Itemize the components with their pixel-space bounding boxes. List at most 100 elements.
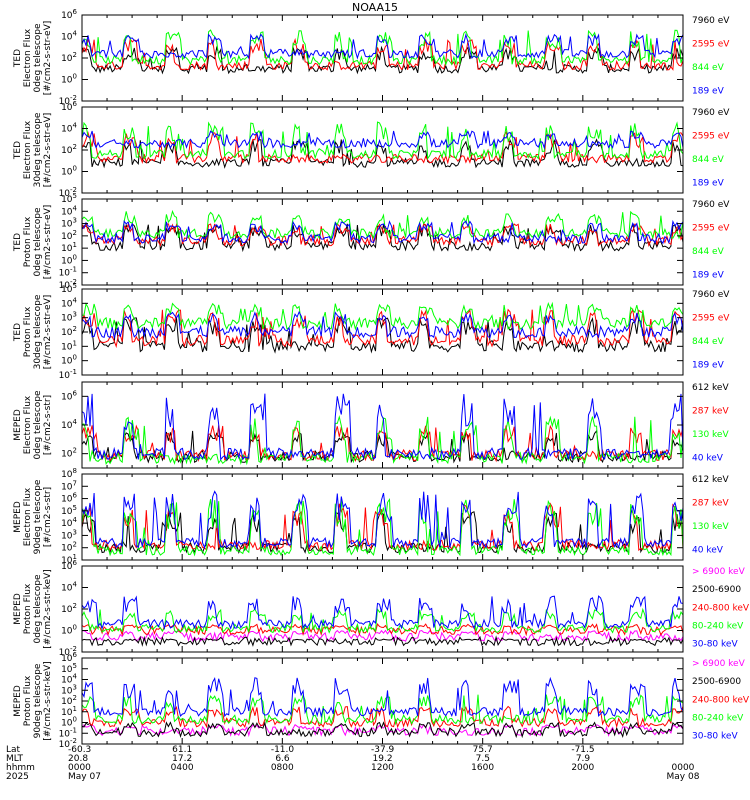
- legend-entry: > 6900 keV: [692, 659, 746, 669]
- y-axis-label-line: Electron Flux: [23, 120, 33, 179]
- y-tick-label: 10-2: [59, 94, 77, 107]
- legend-entry: 2595 eV: [692, 132, 730, 142]
- series-line-3: [81, 301, 684, 331]
- y-axis-label-line: TED: [13, 141, 23, 160]
- y-tick-label: 102: [61, 541, 77, 554]
- footer-row-label: hhmm: [6, 763, 35, 773]
- y-axis-label-line: TED: [13, 49, 23, 68]
- panel-1: 10-2 100 102 104 106 TED Electron Flux 0deg tel…: [13, 8, 730, 107]
- footer-value: 1600: [471, 763, 495, 773]
- y-axis-label-line: 30deg telescope: [33, 294, 43, 369]
- y-tick-label: 106: [61, 389, 77, 402]
- series-line-3: [81, 414, 684, 466]
- y-axis-label-line: Proton Flux: [23, 216, 33, 267]
- legend-entry: 40 keV: [692, 454, 724, 464]
- legend-entry: 80-240 keV: [692, 714, 744, 724]
- footer-row-label: Lat: [6, 745, 21, 755]
- footer-value: 1200: [371, 763, 394, 773]
- series-line-3: [81, 121, 684, 161]
- y-axis-label-line: 90deg telescope: [33, 479, 43, 554]
- y-axis-label-line: [#/cm2-s-str-keV]: [43, 569, 53, 648]
- y-tick-label: 106: [61, 651, 77, 664]
- y-axis-label-line: MEPED: [13, 501, 23, 533]
- y-axis-label-line: Proton Flux: [23, 306, 33, 357]
- y-axis-label-line: [#/cm2-s-str-eV]: [43, 113, 53, 188]
- series-line-1: [81, 223, 684, 253]
- y-tick-label: 100: [61, 354, 77, 367]
- y-axis-label-line: MEPED: [13, 409, 23, 441]
- y-tick-label: 105: [61, 192, 77, 205]
- series-line-4: [81, 693, 684, 726]
- y-tick-label: 104: [61, 122, 77, 135]
- y-axis-label-line: 0deg telescope: [33, 574, 43, 644]
- y-tick-label: 104: [61, 516, 77, 529]
- y-tick-label: 101: [61, 339, 77, 352]
- series-line-1: [81, 629, 684, 643]
- y-tick-label: 102: [61, 229, 77, 242]
- legend-entry: 240-800 keV: [692, 695, 750, 705]
- legend-entry: 287 keV: [692, 499, 729, 509]
- y-tick-label: 10-2: [59, 645, 77, 658]
- y-axis-label-line: Electron Flux: [23, 487, 33, 546]
- y-tick-label: 106: [61, 100, 77, 113]
- legend-entry: 2500-6900: [692, 677, 741, 687]
- y-axis-label-line: [#/cm2-s-str]: [43, 395, 53, 455]
- series-line-2: [81, 635, 684, 647]
- y-axis-label-line: Proton Flux: [23, 583, 33, 634]
- y-axis-label-line: Electron Flux: [23, 395, 33, 454]
- y-tick-label: 101: [61, 553, 77, 566]
- series-line-2: [81, 720, 684, 739]
- y-axis-label-line: Electron Flux: [23, 28, 33, 87]
- y-tick-label: 106: [61, 492, 77, 505]
- footer-value: -71.5: [571, 745, 595, 755]
- series-line-1: [81, 45, 684, 75]
- legend-entry: 2500-6900: [692, 585, 741, 595]
- y-tick-label: 10-1: [59, 368, 77, 381]
- y-tick-label: 105: [61, 662, 77, 675]
- y-tick-label: 102: [61, 143, 77, 156]
- series-line-2: [81, 424, 684, 463]
- y-tick-label: 103: [61, 311, 77, 324]
- legend-entry: 130 keV: [692, 522, 729, 532]
- y-axis-label-line: [#/cm2-s-str]: [43, 487, 53, 547]
- legend-entry: 844 eV: [692, 247, 725, 257]
- footer-value: 2000: [571, 763, 595, 773]
- y-tick-label: 10-2: [59, 737, 77, 750]
- series-line-4: [81, 32, 684, 60]
- legend-entry: 612 keV: [692, 475, 729, 485]
- legend-entry: 844 eV: [692, 155, 725, 165]
- legend-entry: 2595 eV: [692, 224, 730, 234]
- y-tick-label: 106: [61, 559, 77, 572]
- y-tick-label: 105: [61, 282, 77, 295]
- footer-row-label: MLT: [6, 754, 24, 764]
- y-tick-label: 108: [61, 467, 77, 480]
- y-tick-label: 106: [61, 8, 77, 21]
- y-axis-label-line: Proton Flux: [23, 675, 33, 726]
- y-axis-label-line: 0deg telescope: [33, 207, 43, 277]
- series-line-1: [81, 316, 684, 354]
- panel-7: 10-2 100 102 104 106 MEPED Proton Flux 0deg tel…: [13, 559, 750, 658]
- y-axis-label-line: TED: [13, 233, 23, 252]
- y-tick-label: 104: [61, 418, 77, 431]
- y-tick-label: 102: [61, 325, 77, 338]
- series-line-2: [81, 130, 684, 165]
- footer-value: 7.9: [575, 754, 591, 764]
- footer-value: 0400: [170, 763, 194, 773]
- footer-value: 6.6: [275, 754, 290, 764]
- y-tick-label: 10-1: [59, 726, 77, 739]
- y-axis-label-line: [#/cm2-s-str-eV]: [43, 21, 53, 96]
- y-tick-label: 100: [61, 624, 77, 637]
- footer-value: 20.8: [68, 754, 89, 764]
- series-line-4: [81, 130, 684, 150]
- y-tick-label: 104: [61, 673, 77, 686]
- footer-value: 61.1: [172, 745, 193, 755]
- series-line-2: [81, 307, 684, 349]
- y-tick-label: 100: [61, 716, 77, 729]
- y-axis-label-line: 30deg telescope: [33, 112, 43, 187]
- y-tick-label: 104: [61, 296, 77, 309]
- legend-entry: > 6900 keV: [692, 567, 746, 577]
- y-tick-label: 104: [61, 581, 77, 594]
